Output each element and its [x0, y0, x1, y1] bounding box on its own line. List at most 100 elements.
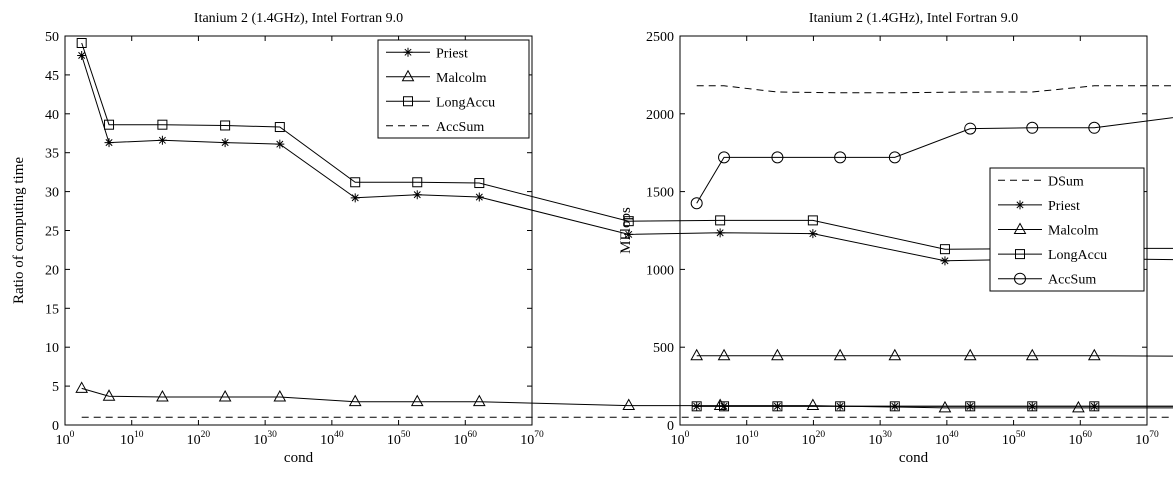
legend-label: LongAccu	[436, 95, 495, 110]
series-longaccu	[691, 401, 1173, 412]
data-point-longaccu	[715, 215, 726, 226]
y-tick-label: 5	[52, 380, 59, 395]
x-tick-base: 10	[868, 433, 882, 448]
x-tick-base: 10	[1069, 433, 1083, 448]
legend-entry-accsum: AccSum	[386, 120, 484, 135]
x-tick-base: 10	[520, 433, 534, 448]
data-point-longaccu	[474, 178, 485, 189]
x-tick-base: 10	[387, 433, 401, 448]
y-tick-label: 35	[45, 147, 59, 162]
chart-title: Itanium 2 (1.4GHz), Intel Fortran 9.0	[194, 11, 403, 26]
plot-area-frame	[679, 35, 1148, 426]
y-tick-label: 15	[45, 302, 59, 317]
data-point-accsum	[690, 197, 703, 210]
data-point-accsum	[771, 151, 784, 164]
legend-entry-malcolm: Malcolm	[386, 69, 487, 86]
data-point-longaccu	[939, 244, 950, 255]
y-axis-label: MFlops	[618, 207, 634, 254]
x-tick-label: 1010	[120, 430, 144, 448]
x-tick-base: 10	[56, 433, 70, 448]
series-line-malcolm	[696, 355, 1173, 357]
data-point-priest	[624, 229, 634, 239]
x-tick-base: 10	[735, 433, 749, 448]
x-tick-exponent: 0	[70, 430, 75, 440]
legend-marker	[401, 69, 415, 82]
data-point-priest	[715, 228, 725, 238]
x-tick-label: 1070	[1135, 430, 1159, 448]
legend-marker	[1015, 249, 1025, 260]
data-point-priest	[157, 135, 167, 145]
x-tick-label: 100	[671, 430, 690, 448]
legend-label: LongAccu	[1048, 248, 1107, 263]
series-malcolm	[690, 348, 1173, 361]
data-point-malcolm	[622, 398, 636, 411]
data-point-malcolm	[806, 398, 820, 411]
series-dsum	[696, 85, 1173, 94]
x-tick-label: 1060	[1069, 430, 1093, 448]
data-point-malcolm	[833, 348, 847, 361]
legend-entry-dsum: DSum	[998, 174, 1084, 189]
data-point-longaccu	[835, 401, 846, 412]
legend-marker	[403, 47, 413, 57]
y-tick-label: 2500	[646, 30, 674, 45]
data-point-malcolm	[690, 348, 704, 361]
data-point-malcolm	[410, 394, 424, 407]
x-tick-base: 10	[120, 433, 134, 448]
x-tick-exponent: 60	[468, 430, 478, 440]
series-malcolm	[75, 381, 1173, 413]
data-point-priest	[692, 401, 702, 411]
data-point-priest	[275, 139, 285, 149]
y-tick-label: 45	[45, 69, 59, 84]
x-tick-label: 1030	[253, 430, 277, 448]
data-point-accsum	[1088, 121, 1101, 134]
x-tick-label: 1020	[187, 430, 211, 448]
y-tick-label: 50	[45, 30, 59, 45]
data-point-priest	[350, 193, 360, 203]
series-line-dsum	[696, 85, 1173, 94]
x-tick-label: 100	[56, 430, 75, 448]
data-point-malcolm	[717, 348, 731, 361]
x-axis-label: cond	[899, 450, 929, 466]
data-point-priest	[104, 138, 114, 148]
x-tick-label: 1070	[520, 430, 544, 448]
data-point-accsum	[834, 151, 847, 164]
data-point-malcolm	[102, 389, 116, 401]
x-tick-exponent: 20	[201, 430, 211, 440]
data-point-malcolm	[348, 394, 362, 407]
x-axis-label: cond	[284, 450, 314, 466]
legend-label: AccSum	[1048, 273, 1096, 288]
legend-label: AccSum	[436, 120, 484, 135]
data-point-malcolm	[75, 381, 89, 393]
x-tick-exponent: 10	[134, 430, 144, 440]
data-point-longaccu	[76, 38, 87, 49]
x-tick-exponent: 60	[1083, 430, 1093, 440]
y-tick-label: 500	[653, 341, 674, 356]
data-point-accsum	[718, 151, 731, 164]
legend: DSum Priest Malcolm LongAccu AccSum	[989, 167, 1145, 292]
data-point-malcolm	[771, 348, 784, 361]
y-tick-label: 1000	[646, 263, 674, 278]
legend-marker	[403, 96, 413, 107]
data-point-longaccu	[889, 401, 900, 412]
chart-title: Itanium 2 (1.4GHz), Intel Fortran 9.0	[809, 11, 1018, 26]
data-point-longaccu	[623, 216, 634, 227]
data-point-priest	[412, 190, 422, 200]
x-tick-label: 1060	[454, 430, 478, 448]
legend-entry-accsum: AccSum	[998, 272, 1096, 288]
data-point-longaccu	[1089, 401, 1100, 412]
x-tick-exponent: 50	[401, 430, 411, 440]
y-tick-label: 0	[52, 419, 59, 434]
x-tick-label: 1030	[868, 430, 892, 448]
x-tick-exponent: 50	[1016, 430, 1026, 440]
x-tick-exponent: 30	[267, 430, 277, 440]
x-tick-exponent: 40	[334, 430, 344, 440]
x-tick-label: 1050	[1002, 430, 1026, 448]
y-tick-label: 40	[45, 108, 59, 123]
x-tick-base: 10	[320, 433, 334, 448]
legend-entry-malcolm: Malcolm	[998, 222, 1099, 239]
y-tick-label: 1500	[646, 186, 674, 201]
x-tick-base: 10	[802, 433, 816, 448]
y-tick-label: 10	[45, 341, 59, 356]
data-point-priest	[474, 192, 484, 202]
data-point-malcolm	[156, 389, 169, 402]
